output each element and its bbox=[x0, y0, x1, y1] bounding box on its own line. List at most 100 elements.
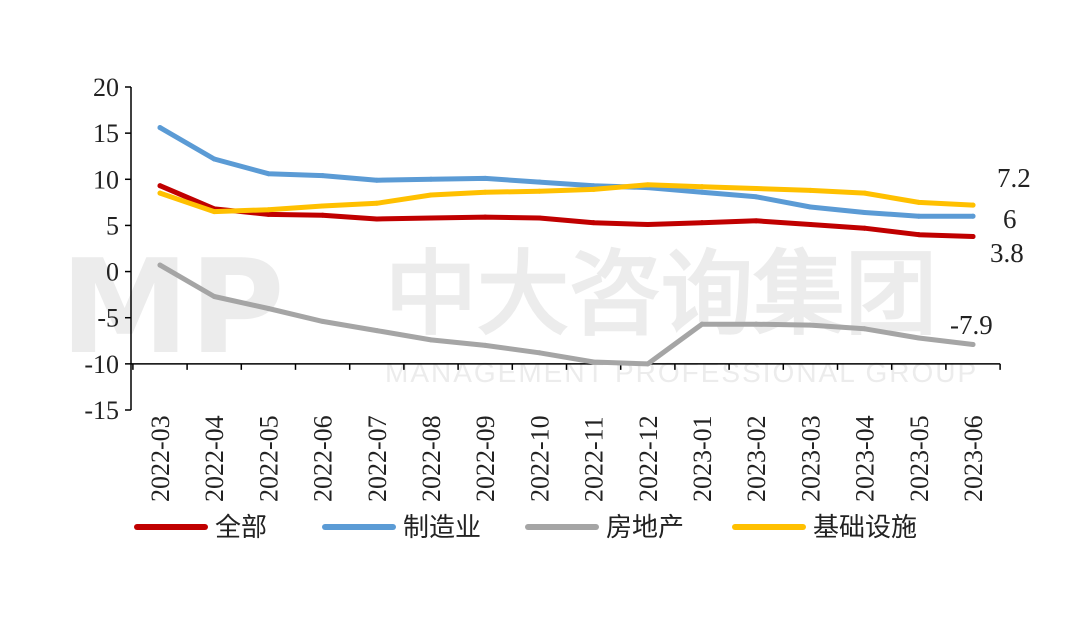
data-point bbox=[699, 184, 705, 190]
y-tick-label: 5 bbox=[106, 211, 119, 240]
legend-label: 房地产 bbox=[606, 513, 684, 543]
x-tick-label: 2022-05 bbox=[254, 415, 283, 502]
end-value-label: 6 bbox=[1003, 204, 1017, 234]
data-point bbox=[753, 186, 759, 192]
chart-series bbox=[157, 125, 976, 367]
x-tick-label: 2022-03 bbox=[146, 415, 175, 502]
legend-label: 基础设施 bbox=[813, 513, 917, 543]
data-point bbox=[320, 203, 326, 209]
end-value-labels: 7.2 6 3.8 -7.9 bbox=[950, 163, 1031, 340]
data-point bbox=[807, 222, 813, 228]
data-point bbox=[374, 328, 380, 334]
data-point bbox=[211, 209, 217, 215]
series-line-3 bbox=[157, 262, 976, 367]
data-point bbox=[157, 262, 163, 268]
data-point bbox=[645, 222, 651, 228]
data-point bbox=[645, 182, 651, 188]
data-point bbox=[862, 326, 868, 332]
x-tick-label: 2022-12 bbox=[634, 415, 663, 502]
x-tick-label: 2022-06 bbox=[309, 415, 338, 502]
x-tick-label: 2022-07 bbox=[363, 415, 392, 502]
data-point bbox=[970, 234, 976, 240]
watermark: MP 中大咨询集团 MANAGEMENT PROFESSIONAL GROUP bbox=[60, 231, 978, 388]
data-point bbox=[807, 187, 813, 193]
x-tick-label: 2022-10 bbox=[525, 415, 554, 502]
end-value-label: -7.9 bbox=[950, 310, 993, 340]
watermark-company-name: 中大咨询集团 bbox=[385, 241, 937, 348]
data-point bbox=[374, 216, 380, 222]
data-point bbox=[428, 337, 434, 343]
data-point bbox=[916, 213, 922, 219]
data-point bbox=[428, 192, 434, 198]
data-point bbox=[211, 293, 217, 299]
data-point bbox=[591, 220, 597, 226]
end-value-label: 3.8 bbox=[990, 238, 1024, 268]
data-point bbox=[916, 232, 922, 238]
legend-label: 全部 bbox=[215, 513, 267, 543]
data-point bbox=[699, 220, 705, 226]
data-point bbox=[862, 210, 868, 216]
data-point bbox=[482, 175, 488, 181]
chart-legend: 全部 制造业 房地产 基础设施 bbox=[134, 513, 917, 543]
data-point bbox=[536, 350, 542, 356]
watermark-logo: MP bbox=[60, 231, 285, 383]
data-point bbox=[862, 190, 868, 196]
data-point bbox=[536, 188, 542, 194]
watermark-company-name-en: MANAGEMENT PROFESSIONAL GROUP bbox=[385, 357, 978, 388]
data-point bbox=[265, 305, 271, 311]
data-point bbox=[536, 215, 542, 221]
data-point bbox=[807, 322, 813, 328]
data-point bbox=[916, 199, 922, 205]
data-point bbox=[157, 125, 163, 131]
data-point bbox=[157, 183, 163, 189]
data-point bbox=[699, 189, 705, 195]
x-tick-label: 2022-09 bbox=[471, 415, 500, 502]
data-point bbox=[320, 173, 326, 179]
data-point bbox=[482, 342, 488, 348]
data-point bbox=[428, 176, 434, 182]
data-point bbox=[320, 212, 326, 218]
data-point bbox=[211, 156, 217, 162]
x-tick-label: 2022-08 bbox=[417, 415, 446, 502]
data-point bbox=[807, 204, 813, 210]
data-point bbox=[374, 200, 380, 206]
data-point bbox=[482, 214, 488, 220]
x-tick-label: 2023-02 bbox=[742, 415, 771, 502]
data-point bbox=[374, 177, 380, 183]
x-tick-label: 2023-03 bbox=[796, 415, 825, 502]
series-line-1 bbox=[157, 183, 976, 239]
series-line-4 bbox=[157, 182, 976, 215]
y-tick-label: 10 bbox=[93, 165, 119, 194]
data-point bbox=[699, 321, 705, 327]
x-tick-label: 2023-05 bbox=[905, 415, 934, 502]
data-point bbox=[970, 202, 976, 208]
series-line-2 bbox=[157, 125, 976, 219]
data-point bbox=[753, 218, 759, 224]
x-tick-label: 2023-06 bbox=[959, 415, 988, 502]
data-point bbox=[916, 335, 922, 341]
x-tick-label: 2022-11 bbox=[580, 416, 609, 502]
y-tick-label: -10 bbox=[84, 350, 119, 379]
y-tick-label: 15 bbox=[93, 119, 119, 148]
y-tick-label: -15 bbox=[84, 396, 119, 425]
data-point bbox=[970, 213, 976, 219]
data-point bbox=[645, 361, 651, 367]
x-tick-label: 2022-04 bbox=[200, 415, 229, 502]
data-point bbox=[157, 190, 163, 196]
data-point bbox=[320, 318, 326, 324]
end-value-label: 7.2 bbox=[997, 163, 1031, 193]
data-point bbox=[265, 207, 271, 213]
legend-label: 制造业 bbox=[403, 513, 481, 543]
data-point bbox=[970, 341, 976, 347]
chart-axes: 20 15 10 5 0 -5 -10 -15 2022-03 2022-04 2022-05 202… bbox=[84, 73, 1001, 502]
data-point bbox=[591, 186, 597, 192]
y-tick-label: 0 bbox=[106, 258, 119, 287]
data-point bbox=[428, 215, 434, 221]
data-point bbox=[536, 179, 542, 185]
data-point bbox=[753, 194, 759, 200]
data-point bbox=[265, 171, 271, 177]
data-point bbox=[265, 211, 271, 217]
data-point bbox=[753, 321, 759, 327]
x-tick-label: 2023-01 bbox=[688, 415, 717, 502]
